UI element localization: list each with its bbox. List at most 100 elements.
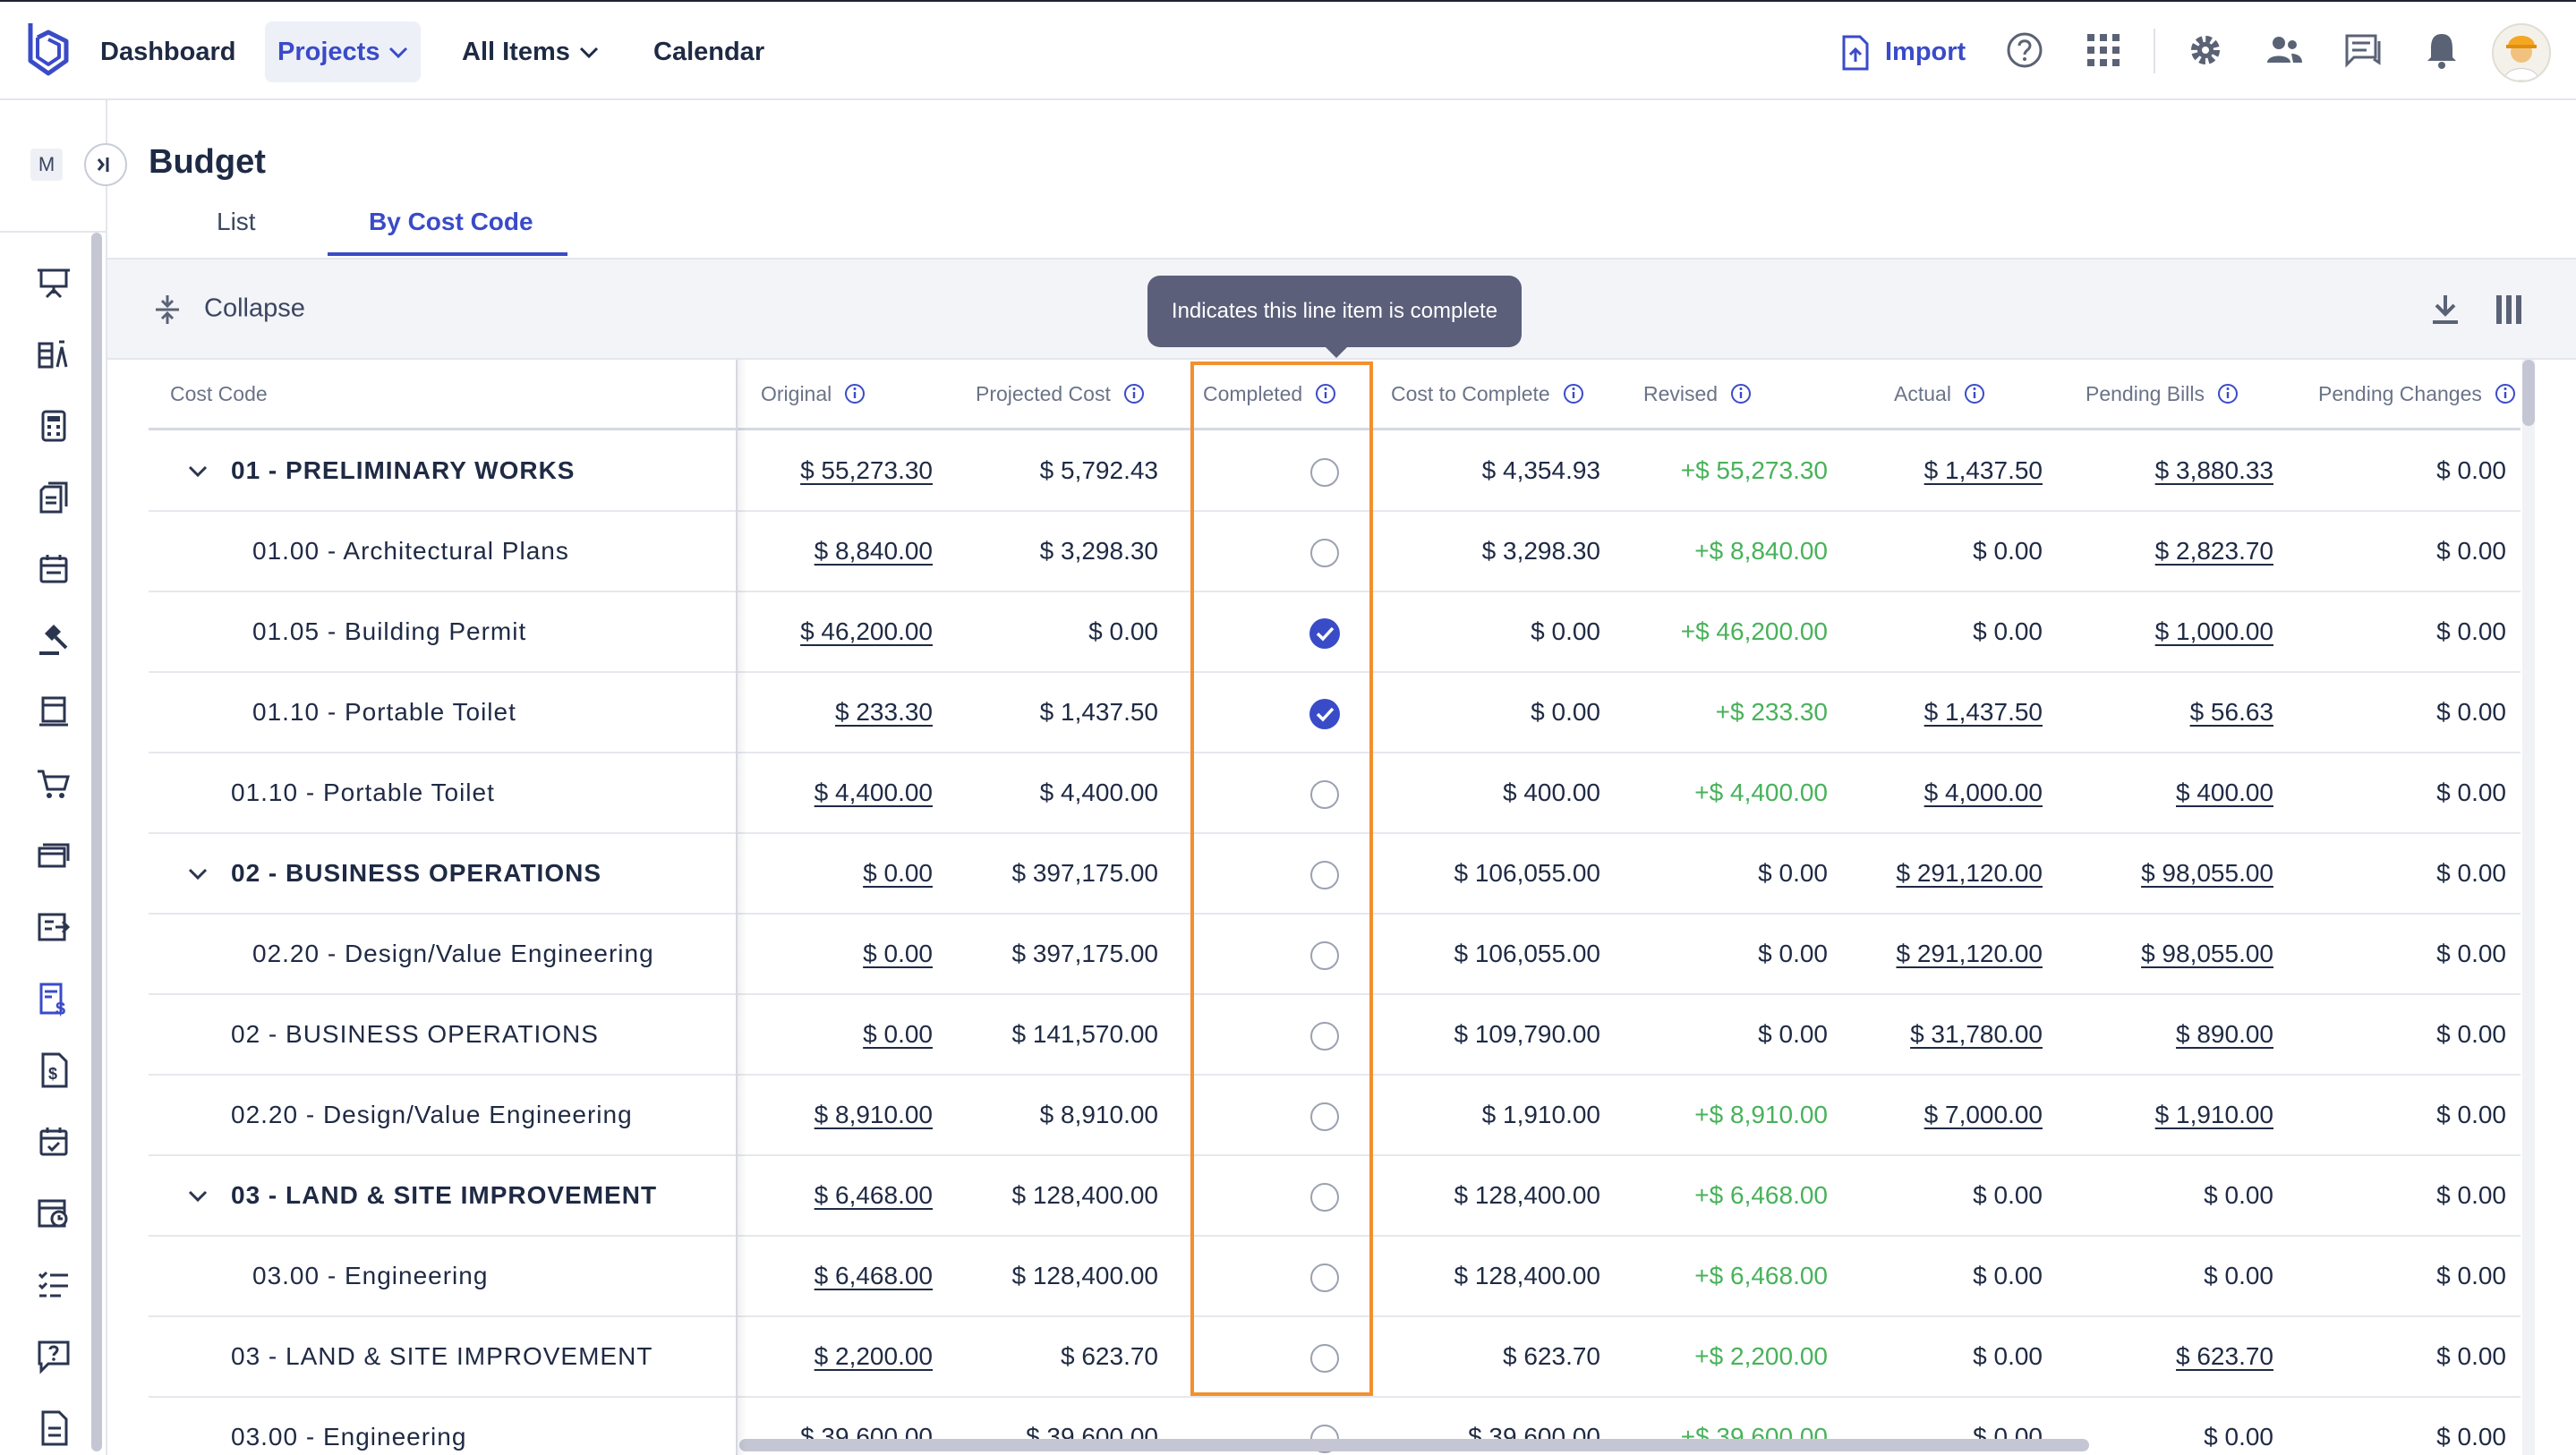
pending-bills-cell[interactable]: $ 1,910.00	[1987, 1076, 2273, 1154]
info-icon[interactable]	[844, 383, 866, 404]
pending-bills-cell[interactable]: $ 400.00	[1987, 753, 2273, 832]
schedule-icon[interactable]	[34, 1122, 73, 1161]
budget-icon[interactable]: $	[34, 979, 73, 1018]
pending-bills-cell[interactable]: $ 98,055.00	[1987, 915, 2273, 993]
info-icon[interactable]	[2495, 383, 2516, 404]
original-cell[interactable]: $ 0.00	[646, 915, 933, 993]
gavel-icon[interactable]	[34, 621, 73, 660]
help-icon[interactable]	[2005, 30, 2044, 70]
pending-bills-cell[interactable]: $ 890.00	[1987, 995, 2273, 1074]
completed-toggle[interactable]	[1310, 1022, 1339, 1051]
actual-cell-value[interactable]: $ 1,437.50	[1923, 456, 2043, 484]
header-cost-code[interactable]: Cost Code	[170, 382, 268, 405]
completed-toggle[interactable]	[1310, 1102, 1339, 1131]
original-cell-value[interactable]: $ 6,468.00	[814, 1181, 933, 1209]
table-row[interactable]: 03 - LAND & SITE IMPROVEMENT $ 6,468.00 $ …	[149, 1156, 2521, 1237]
table-row[interactable]: 03 - LAND & SITE IMPROVEMENT $ 2,200.00 $ …	[149, 1317, 2521, 1398]
expand-sidebar-button[interactable]	[84, 143, 127, 186]
chevron-down-icon[interactable]	[184, 1183, 211, 1210]
people-icon[interactable]	[2265, 30, 2304, 70]
actual-cell[interactable]: $ 291,120.00	[1756, 915, 2043, 993]
header-revised[interactable]: Revised	[1643, 360, 1752, 428]
table-row[interactable]: 01 - PRELIMINARY WORKS $ 55,273.30 $ 5,792…	[149, 431, 2521, 512]
original-cell[interactable]: $ 55,273.30	[646, 431, 933, 510]
pending-bills-cell-value[interactable]: $ 98,055.00	[2141, 859, 2273, 887]
pending-bills-cell-value[interactable]: $ 1,910.00	[2154, 1101, 2273, 1128]
original-cell[interactable]: $ 0.00	[646, 995, 933, 1074]
table-row[interactable]: 01.10 - Portable Toilet $ 233.30 $ 1,437.5…	[149, 673, 2521, 753]
original-cell-value[interactable]: $ 0.00	[863, 859, 933, 887]
columns-icon[interactable]	[2494, 292, 2524, 328]
nav-dashboard[interactable]: Dashboard	[100, 38, 236, 66]
original-cell-value[interactable]: $ 4,400.00	[814, 779, 933, 806]
table-row[interactable]: 01.10 - Portable Toilet $ 4,400.00 $ 4,400…	[149, 753, 2521, 834]
table-row[interactable]: 02 - BUSINESS OPERATIONS $ 0.00 $ 397,175.…	[149, 834, 2521, 915]
pending-bills-cell-value[interactable]: $ 623.70	[2176, 1342, 2273, 1370]
actual-cell-value[interactable]: $ 291,120.00	[1896, 940, 2043, 967]
user-avatar[interactable]	[2492, 23, 2551, 82]
vertical-scrollbar[interactable]	[2522, 360, 2535, 426]
settings-gear-icon[interactable]	[2186, 30, 2225, 70]
notifications-bell-icon[interactable]	[2422, 30, 2461, 70]
info-icon[interactable]	[1730, 383, 1752, 404]
collapse-button[interactable]: Collapse	[154, 294, 305, 326]
pending-bills-cell[interactable]: $ 623.70	[1987, 1317, 2273, 1396]
apps-grid-icon[interactable]	[2084, 30, 2123, 70]
cards-icon[interactable]	[34, 836, 73, 875]
pending-bills-cell-value[interactable]: $ 2,823.70	[2154, 537, 2273, 565]
actual-cell[interactable]: $ 4,000.00	[1756, 753, 2043, 832]
sidebar-scrollbar[interactable]	[91, 233, 102, 1451]
import-button[interactable]: Import	[1840, 23, 1966, 81]
nav-projects[interactable]: Projects	[265, 21, 422, 82]
actual-cell[interactable]: $ 291,120.00	[1756, 834, 2043, 913]
original-cell-value[interactable]: $ 8,910.00	[814, 1101, 933, 1128]
completed-toggle[interactable]	[1310, 458, 1339, 487]
original-cell[interactable]: $ 8,840.00	[646, 512, 933, 591]
pending-bills-cell[interactable]: $ 1,000.00	[1987, 592, 2273, 671]
chevron-down-icon[interactable]	[184, 861, 211, 888]
table-row[interactable]: 02.20 - Design/Value Engineering $ 8,910.…	[149, 1076, 2521, 1156]
nav-all-items[interactable]: All Items	[449, 21, 611, 82]
actual-cell[interactable]: $ 1,437.50	[1756, 431, 2043, 510]
app-logo-icon[interactable]	[25, 20, 72, 79]
header-cost-to-complete[interactable]: Cost to Complete	[1391, 360, 1584, 428]
horizontal-scrollbar[interactable]	[739, 1439, 2089, 1451]
pending-bills-cell[interactable]: $ 2,823.70	[1987, 512, 2273, 591]
completed-toggle[interactable]	[1310, 1183, 1339, 1212]
clipboard-icon[interactable]	[34, 693, 73, 732]
calendar-icon[interactable]	[34, 549, 73, 589]
table-row[interactable]: 03.00 - Engineering $ 6,468.00 $ 128,400.0…	[149, 1237, 2521, 1317]
change-order-icon[interactable]	[34, 907, 73, 947]
completed-toggle[interactable]	[1310, 941, 1339, 970]
original-cell-value[interactable]: $ 0.00	[863, 1020, 933, 1048]
actual-cell-value[interactable]: $ 291,120.00	[1896, 859, 2043, 887]
invoice-icon[interactable]: $	[34, 1051, 73, 1090]
original-cell[interactable]: $ 6,468.00	[646, 1237, 933, 1315]
reports-icon[interactable]	[34, 1194, 73, 1233]
actual-cell[interactable]: $ 7,000.00	[1756, 1076, 2043, 1154]
completed-checked-icon[interactable]	[1309, 698, 1341, 730]
download-icon[interactable]	[2427, 292, 2463, 328]
original-cell-value[interactable]: $ 2,200.00	[814, 1342, 933, 1370]
completed-toggle[interactable]	[1310, 861, 1339, 889]
pending-bills-cell[interactable]: $ 56.63	[1987, 673, 2273, 752]
pending-bills-cell-value[interactable]: $ 56.63	[2189, 698, 2273, 726]
table-row[interactable]: 01.00 - Architectural Plans $ 8,840.00 $ 3…	[149, 512, 2521, 592]
header-original[interactable]: Original	[761, 360, 866, 428]
presentation-icon[interactable]	[34, 263, 73, 302]
rfi-icon[interactable]	[34, 1337, 73, 1376]
workspace-badge[interactable]: M	[30, 149, 63, 181]
header-projected-cost[interactable]: Projected Cost	[976, 360, 1145, 428]
info-icon[interactable]	[1315, 383, 1336, 404]
info-icon[interactable]	[1123, 383, 1145, 404]
original-cell[interactable]: $ 233.30	[646, 673, 933, 752]
file-icon[interactable]	[34, 1408, 73, 1448]
completed-toggle[interactable]	[1310, 539, 1339, 567]
actual-cell[interactable]: $ 1,437.50	[1756, 673, 2043, 752]
pending-bills-cell-value[interactable]: $ 1,000.00	[2154, 617, 2273, 645]
info-icon[interactable]	[2217, 383, 2239, 404]
crew-icon[interactable]	[34, 335, 73, 374]
completed-toggle[interactable]	[1310, 1264, 1339, 1292]
checklist-icon[interactable]	[34, 1265, 73, 1305]
tab-by-cost-code[interactable]: By Cost Code	[369, 208, 533, 235]
